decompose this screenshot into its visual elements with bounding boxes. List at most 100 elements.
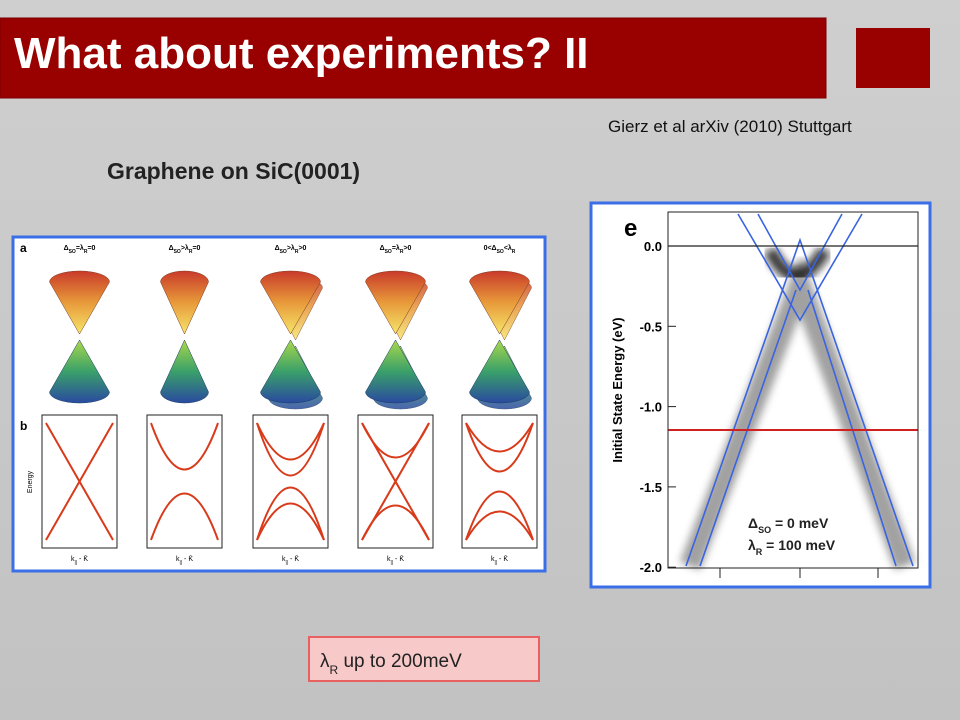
axis-label: k|| - K̄: [282, 555, 299, 566]
spectral-band: [763, 246, 832, 282]
cone-lower: [49, 339, 110, 404]
text-part: R: [189, 249, 193, 255]
citation: Gierz et al arXiv (2010) Stuttgart: [608, 117, 852, 136]
text-part: ||: [286, 560, 289, 566]
cone-lower: [260, 339, 321, 404]
text-part: - K̄: [497, 555, 508, 563]
text-part: ||: [391, 560, 394, 566]
plot-frame: [667, 211, 919, 569]
text-part: >0: [298, 245, 306, 252]
axis-label: Initial State Energy (eV): [610, 317, 625, 462]
text-part: =λ: [392, 244, 400, 252]
text-part: - K̄: [288, 555, 299, 563]
text-part: Δ: [169, 245, 174, 252]
text-part: ||: [180, 560, 183, 566]
text-part: SO: [758, 525, 771, 535]
text-part: Δ: [380, 245, 385, 252]
text-part: =0: [192, 245, 200, 252]
text-part: R: [330, 663, 339, 677]
text-part: SO: [385, 249, 392, 255]
text-part: up to 200meV: [338, 651, 462, 672]
condition-label: ΔSO>λR>0: [275, 244, 307, 255]
band-line: [45, 422, 114, 541]
cone-upper: [469, 270, 530, 335]
right-figure: e Initial State Energy (eV) 0.0 -0.5 -1.0 -1.…: [589, 201, 932, 589]
spectral-band: [679, 254, 916, 571]
band-line: [150, 422, 219, 541]
band-line: [361, 422, 430, 541]
axis-label: Energy: [27, 470, 34, 493]
panel-label: e: [624, 215, 637, 242]
text-part: SO: [497, 249, 504, 255]
text-part: R: [84, 249, 88, 255]
axis-label: k|| - K̄: [71, 555, 88, 566]
text-part: 0<Δ: [484, 245, 497, 252]
axis-label: k|| - K̄: [176, 555, 193, 566]
text-part: R: [512, 249, 516, 255]
text-part: k: [387, 556, 391, 563]
text-part: R: [400, 249, 404, 255]
y-tick-label: -1.5: [640, 480, 662, 495]
text-part: >λ: [287, 244, 295, 252]
text-part: Δ: [275, 245, 280, 252]
band-line: [465, 422, 534, 541]
text-part: λ: [320, 651, 330, 672]
y-tick-label: 0.0: [644, 239, 662, 254]
condition-label: ΔSO=λR>0: [380, 244, 412, 255]
condition-label: ΔSO>λR=0: [169, 244, 201, 255]
note: λR up to 200meV: [320, 651, 462, 677]
text-part: SO: [280, 249, 287, 255]
fit-line: [685, 213, 914, 567]
text-part: k: [71, 556, 75, 563]
text-part: ||: [495, 560, 498, 566]
text-part: Δ: [748, 515, 758, 531]
text-part: R: [295, 249, 299, 255]
text-part: R: [756, 547, 763, 557]
text-part: =0: [87, 245, 95, 252]
axis-label: k|| - K̄: [491, 555, 508, 566]
text-part: ||: [75, 560, 78, 566]
cone-upper: [160, 270, 209, 335]
accent-square: [856, 28, 930, 88]
note-box: [308, 636, 540, 682]
annotation: ΔSO = 0 meV: [748, 515, 829, 535]
title: What about experiments? II: [14, 29, 589, 78]
subtitle: Graphene on SiC(0001): [107, 158, 360, 184]
text-part: = 100 meV: [762, 537, 835, 553]
text-part: >λ: [181, 244, 189, 252]
condition-label: ΔSO=λR=0: [64, 244, 96, 255]
y-tick-label: -2.0: [640, 560, 662, 575]
text-part: k: [282, 556, 286, 563]
text-part: =λ: [76, 244, 84, 252]
text-part: Δ: [64, 245, 69, 252]
text-part: λ: [748, 537, 756, 553]
text-part: - K̄: [182, 555, 193, 563]
text-part: - K̄: [77, 555, 88, 563]
text-part: <λ: [504, 244, 512, 252]
text-part: = 0 meV: [771, 515, 829, 531]
cone-lower: [469, 339, 530, 404]
band-line: [465, 422, 534, 541]
text-part: k: [176, 556, 180, 563]
band-line: [256, 422, 325, 541]
cone-upper: [49, 270, 110, 335]
band-box: [146, 414, 223, 549]
condition-label: 0<ΔSO<λR: [484, 244, 516, 255]
cone-upper: [260, 270, 321, 335]
title-bar: [0, 17, 827, 99]
cone-lower: [365, 339, 426, 404]
text-part: - K̄: [393, 555, 404, 563]
text-part: >0: [403, 245, 411, 252]
cone-upper: [365, 270, 426, 335]
text-part: k: [491, 556, 495, 563]
panel-label: b: [20, 419, 27, 433]
panel-label: a: [20, 241, 27, 255]
y-tick-label: -1.0: [640, 400, 662, 415]
text-part: SO: [174, 249, 181, 255]
y-tick-label: -0.5: [640, 319, 662, 334]
axis-label: k|| - K̄: [387, 555, 404, 566]
band-line: [256, 422, 325, 541]
cone-lower: [160, 339, 209, 404]
